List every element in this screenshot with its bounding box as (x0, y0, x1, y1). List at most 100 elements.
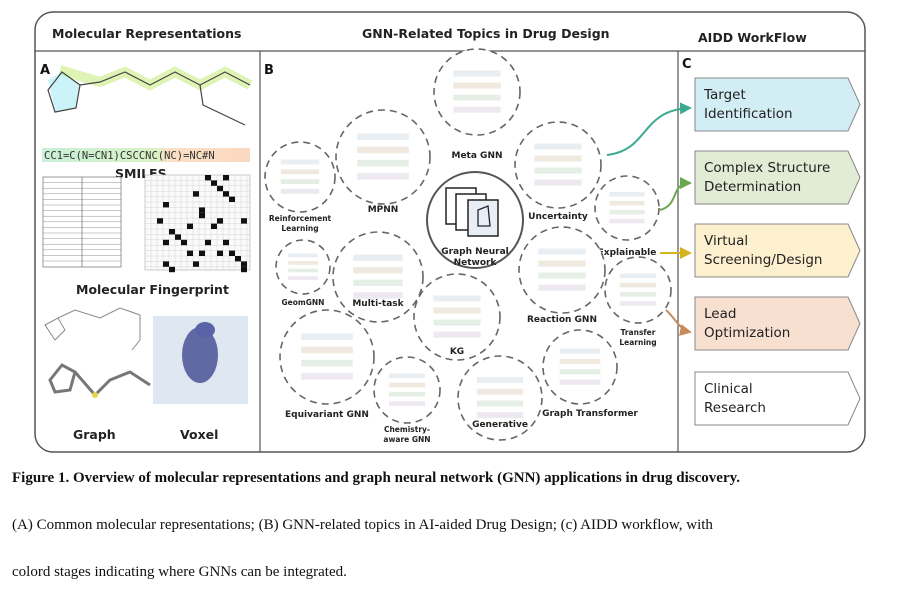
topic-node (604, 256, 672, 324)
thumbnail-block (534, 167, 582, 174)
stage-label: Screening/Design (704, 252, 822, 268)
topic-label: aware GNN (383, 435, 430, 444)
thumbnail-block (609, 218, 645, 224)
thumbnail-block (559, 369, 601, 375)
topic-node (457, 355, 543, 441)
stage-label: Determination (704, 179, 801, 195)
panel-label-c: C (682, 57, 692, 72)
thumbnail-block (609, 209, 645, 215)
dashed-circle (264, 141, 336, 213)
workflow-stage: Target Identification (694, 77, 861, 132)
stage-label: Clinical (704, 381, 753, 397)
thumbnail-block (388, 401, 426, 406)
thumbnail-block (538, 260, 586, 267)
topic-label: Learning (281, 224, 318, 233)
thumbnail-block (288, 253, 318, 258)
thumbnail-block (280, 159, 320, 165)
topic-node (542, 329, 618, 405)
stage-label: Target (703, 87, 746, 103)
topic-label: Generative (472, 420, 528, 430)
thumbnail-block (559, 379, 601, 385)
stage-arrow-box (694, 150, 861, 205)
topic-label: Reinforcement (269, 214, 332, 223)
thumbnail-block (357, 172, 409, 180)
thumbnail-block (301, 333, 353, 341)
thumbnail-block (559, 358, 601, 365)
workflow-stage: Lead Optimization (694, 296, 861, 351)
dashed-circle (514, 121, 602, 209)
stage-label: Virtual (704, 233, 748, 249)
thumbnail-block (280, 188, 320, 194)
topic-node (332, 231, 424, 323)
dashed-circle (373, 356, 441, 424)
dashed-circle (335, 109, 431, 205)
thumbnail-block (476, 388, 524, 395)
thumbnail-block (476, 377, 524, 383)
stage-label: Research (704, 400, 766, 416)
thumbnail-block (453, 82, 501, 89)
graph-3d-structure (44, 307, 151, 398)
topic-label: Explainable (598, 248, 657, 258)
topic-node (594, 175, 660, 241)
thumbnail-block (453, 70, 501, 77)
topic-label: Multi-task (352, 299, 404, 309)
thumbnail-block (453, 94, 501, 101)
dashed-circle (518, 226, 606, 314)
workflow-stage: Complex Structure Determination (694, 150, 861, 205)
topic-node (413, 273, 501, 361)
thumbnail-block (538, 272, 586, 279)
topic-node (433, 48, 521, 136)
thumbnail-block (534, 143, 582, 150)
voxel-image (153, 316, 248, 404)
center-gnn-node: Graph Neural Network (426, 171, 524, 269)
thumbnail-block (559, 348, 601, 354)
thumbnail-block (353, 267, 403, 274)
thumbnail-block (433, 307, 481, 314)
thumbnail-block (357, 146, 409, 154)
topic-node (373, 356, 441, 424)
thumbnail-block (288, 261, 318, 265)
thumbnail-block (534, 179, 582, 186)
dashed-circle (604, 256, 672, 324)
graph-label: Graph (73, 427, 116, 442)
workflow-stage: Clinical Research (694, 371, 861, 426)
topic-node (264, 141, 336, 213)
stage-arrow-box (694, 223, 861, 278)
thumbnail-block (353, 279, 403, 286)
topic-node (275, 239, 331, 295)
smiles-string: CC1=C(N=CN1)CSCCNC(NC)=NC#N (44, 150, 215, 162)
topic-label: KG (450, 347, 464, 357)
stage-label: Lead (704, 306, 736, 322)
stage-label: Identification (704, 106, 793, 122)
thumbnail-block (619, 291, 657, 297)
topic-label: Chemistry- (384, 425, 430, 434)
stage-arrow-box (694, 371, 861, 426)
topic-label: Learning (619, 338, 656, 347)
center-label: Network (454, 258, 498, 268)
header-gnn-topics: GNN-Related Topics in Drug Design (362, 26, 610, 41)
topic-label: Uncertainty (528, 212, 588, 222)
thumbnail-block (357, 159, 409, 167)
thumbnail-block (288, 276, 318, 280)
thumbnail-block (280, 169, 320, 175)
thumbnail-block (353, 292, 403, 299)
thumbnail-block (538, 248, 586, 255)
dashed-circle (594, 175, 660, 241)
connector-complex (659, 177, 692, 211)
topic-node (335, 109, 431, 205)
fingerprint-grid (144, 174, 251, 273)
thumbnail-block (280, 179, 320, 184)
thumbnail-block (534, 155, 582, 162)
caption-line-1: (A) Common molecular representations; (B… (12, 517, 713, 533)
thumbnail-block (476, 412, 524, 419)
topic-node (279, 309, 375, 405)
stage-label: Complex Structure (704, 160, 830, 176)
connector-lead (665, 309, 692, 336)
thumbnail-block (433, 319, 481, 326)
topic-node (518, 226, 606, 314)
stage-arrow-box (694, 77, 861, 132)
topic-label: GeomGNN (282, 298, 325, 307)
stage-label: Optimization (704, 325, 790, 341)
thumbnail-block (357, 133, 409, 141)
